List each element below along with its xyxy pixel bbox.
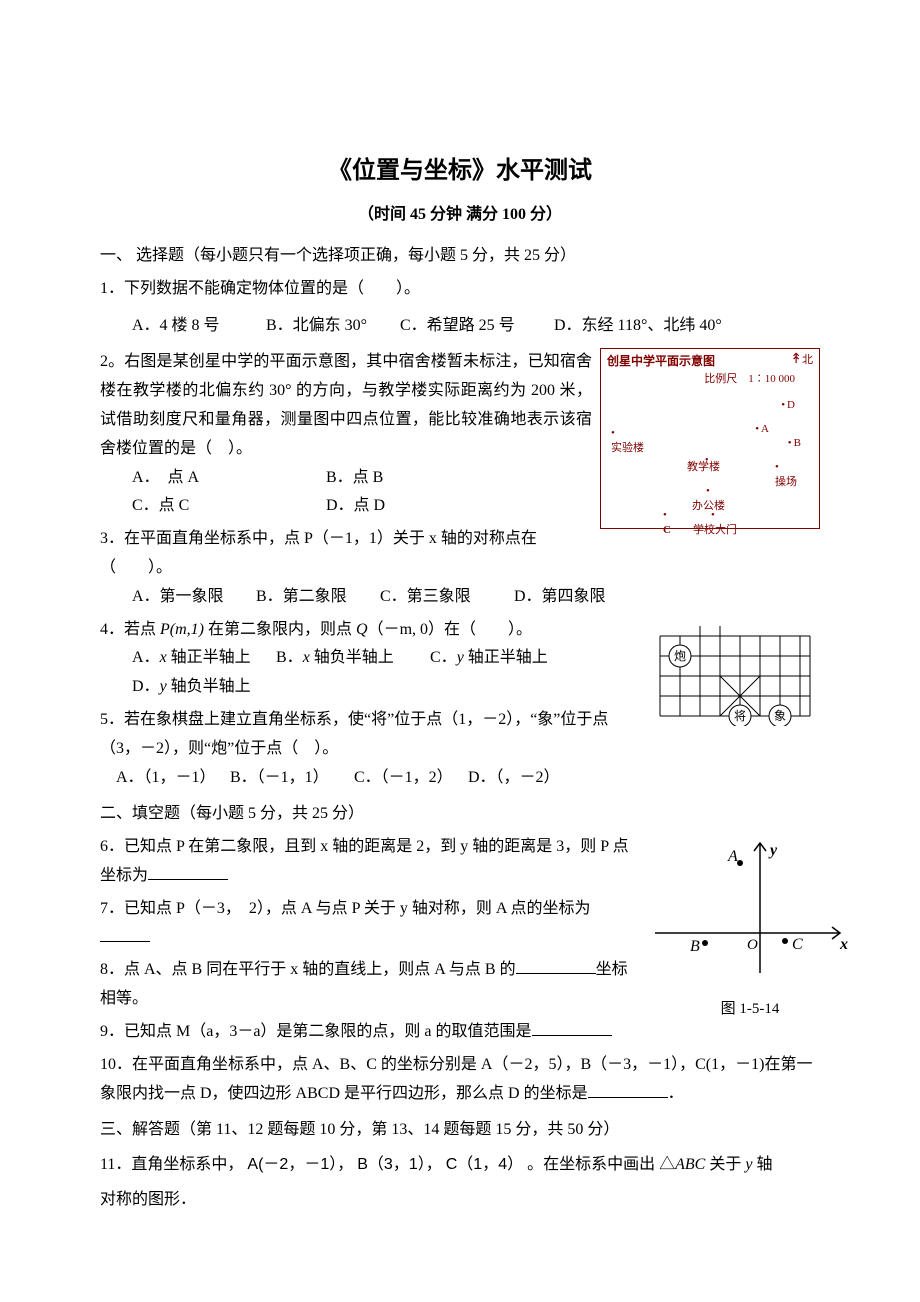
- chess-diagram: 炮 将 象: [650, 616, 820, 737]
- q1-option-a: A．4 楼 8 号: [132, 312, 262, 341]
- q1-option-b: B．北偏东 30°: [266, 312, 396, 341]
- q1-option-d: D．东经 118°、北纬 40°: [554, 312, 722, 341]
- blank-q6: [148, 863, 228, 880]
- map-point-a: A: [755, 422, 769, 437]
- question-11: 11．直角坐标系中， A(－2，－1）， B（3，1）， C（1，4） 。在坐标…: [100, 1151, 820, 1180]
- blank-q8: [516, 957, 596, 974]
- chess-jiang-label: 将: [734, 709, 746, 723]
- chess-xiang-label: 象: [774, 709, 786, 723]
- map-point-d: D: [781, 398, 795, 413]
- q1-option-c: C．希望路 25 号: [400, 312, 550, 341]
- q2-option-b: B．点 B: [326, 464, 383, 493]
- q3-option-a: A．第一象限: [132, 583, 252, 612]
- svg-text:y: y: [768, 842, 778, 859]
- map-gate: •学校大门: [693, 508, 737, 539]
- map-scale: 比例尺 1∶10 000: [607, 372, 813, 387]
- svg-text:C: C: [792, 936, 803, 953]
- svg-text:A: A: [727, 848, 738, 865]
- q4-option-b: B．x 轴负半轴上: [276, 644, 426, 673]
- map-teach-dot: •: [705, 454, 709, 468]
- q5-option-c: C．（－1，2）: [354, 764, 464, 793]
- north-label: 北: [802, 354, 813, 366]
- question-11-line2: 对称的图形．: [100, 1186, 820, 1215]
- school-map: 创星中学平面示意图 ↟北 比例尺 1∶10 000 D A •实验楼 B 教学楼…: [600, 348, 820, 528]
- chess-pao-label: 炮: [674, 649, 686, 663]
- map-point-b: B: [788, 436, 801, 451]
- q3-option-c: C．第三象限: [380, 583, 510, 612]
- coordinate-figure: A B C O x y 图 1-5-14: [640, 833, 860, 1023]
- section-3-header: 三、解答题（第 11、12 题每题 10 分，第 13、14 题每题 15 分，…: [100, 1116, 820, 1145]
- map-point-c: •C: [663, 508, 671, 539]
- map-teach-building: 教学楼: [687, 460, 720, 475]
- q1-stem: 1．下列数据不能确定物体位置的是（ ）。: [100, 275, 820, 304]
- question-1: 1．下列数据不能确定物体位置的是（ ）。 A．4 楼 8 号 B．北偏东 30°…: [100, 275, 820, 341]
- coord-caption: 图 1-5-14: [640, 996, 860, 1023]
- q4-option-c: C．y 轴正半轴上: [430, 644, 548, 673]
- blank-q7: [100, 925, 150, 942]
- q4-option-a: A．x 轴正半轴上: [132, 644, 272, 673]
- svg-text:x: x: [839, 936, 848, 953]
- page-subtitle: （时间 45 分钟 满分 100 分）: [100, 201, 820, 230]
- q3-option-d: D．第四象限: [514, 583, 606, 612]
- blank-q10: [588, 1081, 668, 1098]
- q2-option-c: C．点 C: [132, 492, 322, 521]
- map-title: 创星中学平面示意图: [607, 353, 715, 370]
- q2-option-a: A． 点 A: [132, 464, 322, 493]
- map-lab-building: •实验楼: [611, 426, 644, 457]
- svg-text:O: O: [747, 937, 758, 953]
- page-title: 《位置与坐标》水平测试: [100, 150, 820, 193]
- north-arrow-icon: ↟北: [790, 353, 813, 368]
- page: 《位置与坐标》水平测试 （时间 45 分钟 满分 100 分） 一、 选择题（每…: [0, 0, 920, 1302]
- q2-option-d: D．点 D: [326, 492, 385, 521]
- section-1-header: 一、 选择题（每小题只有一个选择项正确，每小题 5 分，共 25 分）: [100, 242, 820, 271]
- q4-option-d: D．y 轴负半轴上: [132, 673, 251, 702]
- map-field-label: •操场: [775, 460, 797, 491]
- svg-text:B: B: [690, 938, 700, 955]
- blank-q9: [532, 1019, 612, 1036]
- q5-option-a: A．（1，－1）: [116, 764, 226, 793]
- question-10: 10．在平面直角坐标系中，点 A、B、C 的坐标分别是 A（－2，5），B（－3…: [100, 1051, 820, 1109]
- section-2-header: 二、填空题（每小题 5 分，共 25 分）: [100, 800, 820, 829]
- q3-option-b: B．第二象限: [256, 583, 376, 612]
- q5-option-b: B．（－1，1）: [230, 764, 350, 793]
- q5-option-d: D．（，－2）: [468, 764, 560, 793]
